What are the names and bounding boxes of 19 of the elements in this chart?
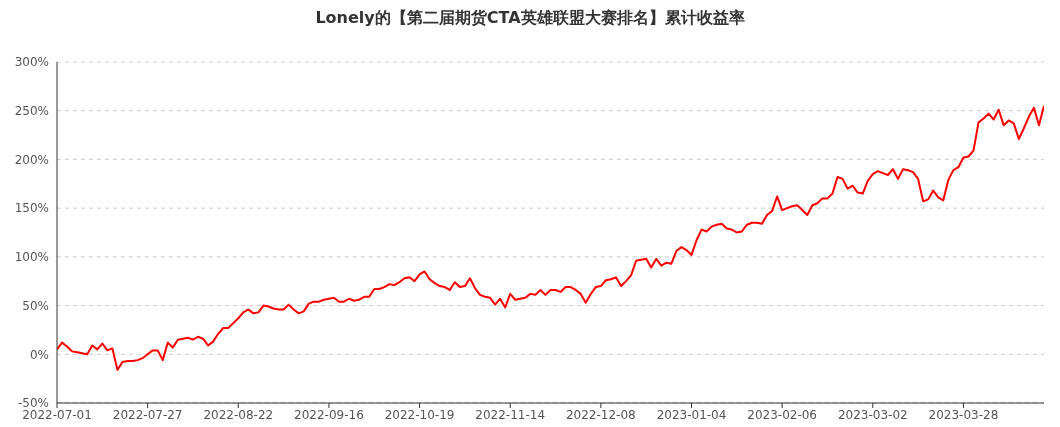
x-tick-label: 2022-08-22	[203, 407, 274, 422]
x-tick-label: 2022-10-19	[384, 407, 455, 422]
y-tick-label: 150%	[14, 201, 49, 216]
y-tick-label: 300%	[14, 55, 49, 70]
x-tick-label: 2023-02-06	[747, 407, 818, 422]
y-tick-label: 0%	[29, 347, 49, 362]
x-tick-label: 2023-03-02	[837, 407, 908, 422]
x-tick-label: 2023-03-28	[928, 407, 999, 422]
x-tick-label: 2022-12-08	[565, 407, 636, 422]
y-tick-label: 200%	[14, 152, 49, 167]
y-tick-label: 100%	[14, 250, 49, 265]
y-tick-label: 250%	[14, 103, 49, 118]
y-tick-label: 50%	[22, 298, 49, 313]
x-tick-label: 2023-01-04	[656, 407, 727, 422]
line-series	[57, 104, 1044, 371]
x-tick-label: 2022-11-14	[475, 407, 546, 422]
chart-title: Lonely的【第二届期货CTA英雄联盟大赛排名】累计收益率	[314, 8, 746, 29]
x-tick-label: 2022-07-27	[112, 407, 183, 422]
x-tick-label: 2022-09-16	[294, 407, 364, 422]
